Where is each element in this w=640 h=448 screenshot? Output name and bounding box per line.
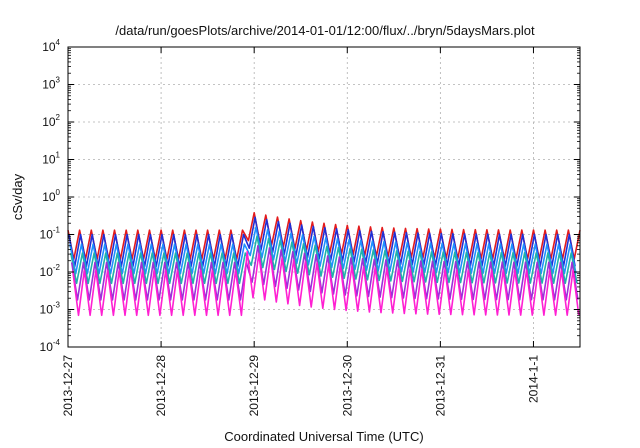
x-tick-label: 2013-12-31 [433,355,447,417]
y-axis: 10-4 10-3 10-2 10-1 100 101 102 103 104 [40,38,580,354]
y-tick-label: 100 [42,188,60,204]
series-line [69,226,577,275]
y-tick-label: 10-4 [40,338,61,354]
x-tick-label: 2013-12-27 [61,355,75,417]
y-axis-label: cSv/day [10,173,25,220]
y-tick-label: 10-2 [40,263,61,279]
x-axis-label: Coordinated Universal Time (UTC) [224,429,423,444]
series-group [67,212,581,317]
y-tick-label: 10-1 [40,226,61,242]
chart-title: /data/run/goesPlots/archive/2014-01-01/1… [115,23,535,38]
x-tick-label: 2013-12-28 [154,355,168,417]
series-line [71,250,580,317]
y-tick-label: 102 [42,113,60,129]
x-tick-label: 2013-12-29 [247,355,261,417]
y-tick-label: 103 [42,76,60,92]
x-tick-label: 2013-12-30 [340,355,354,417]
y-tick-label: 104 [42,38,60,54]
x-tick-label: 2014-1-1 [526,355,540,403]
x-axis: 2013-12-27 2013-12-28 2013-12-29 2013-12-30… [61,47,540,416]
y-tick-label: 101 [42,151,60,167]
y-tick-label: 10-3 [40,301,61,317]
series-line [70,235,578,285]
